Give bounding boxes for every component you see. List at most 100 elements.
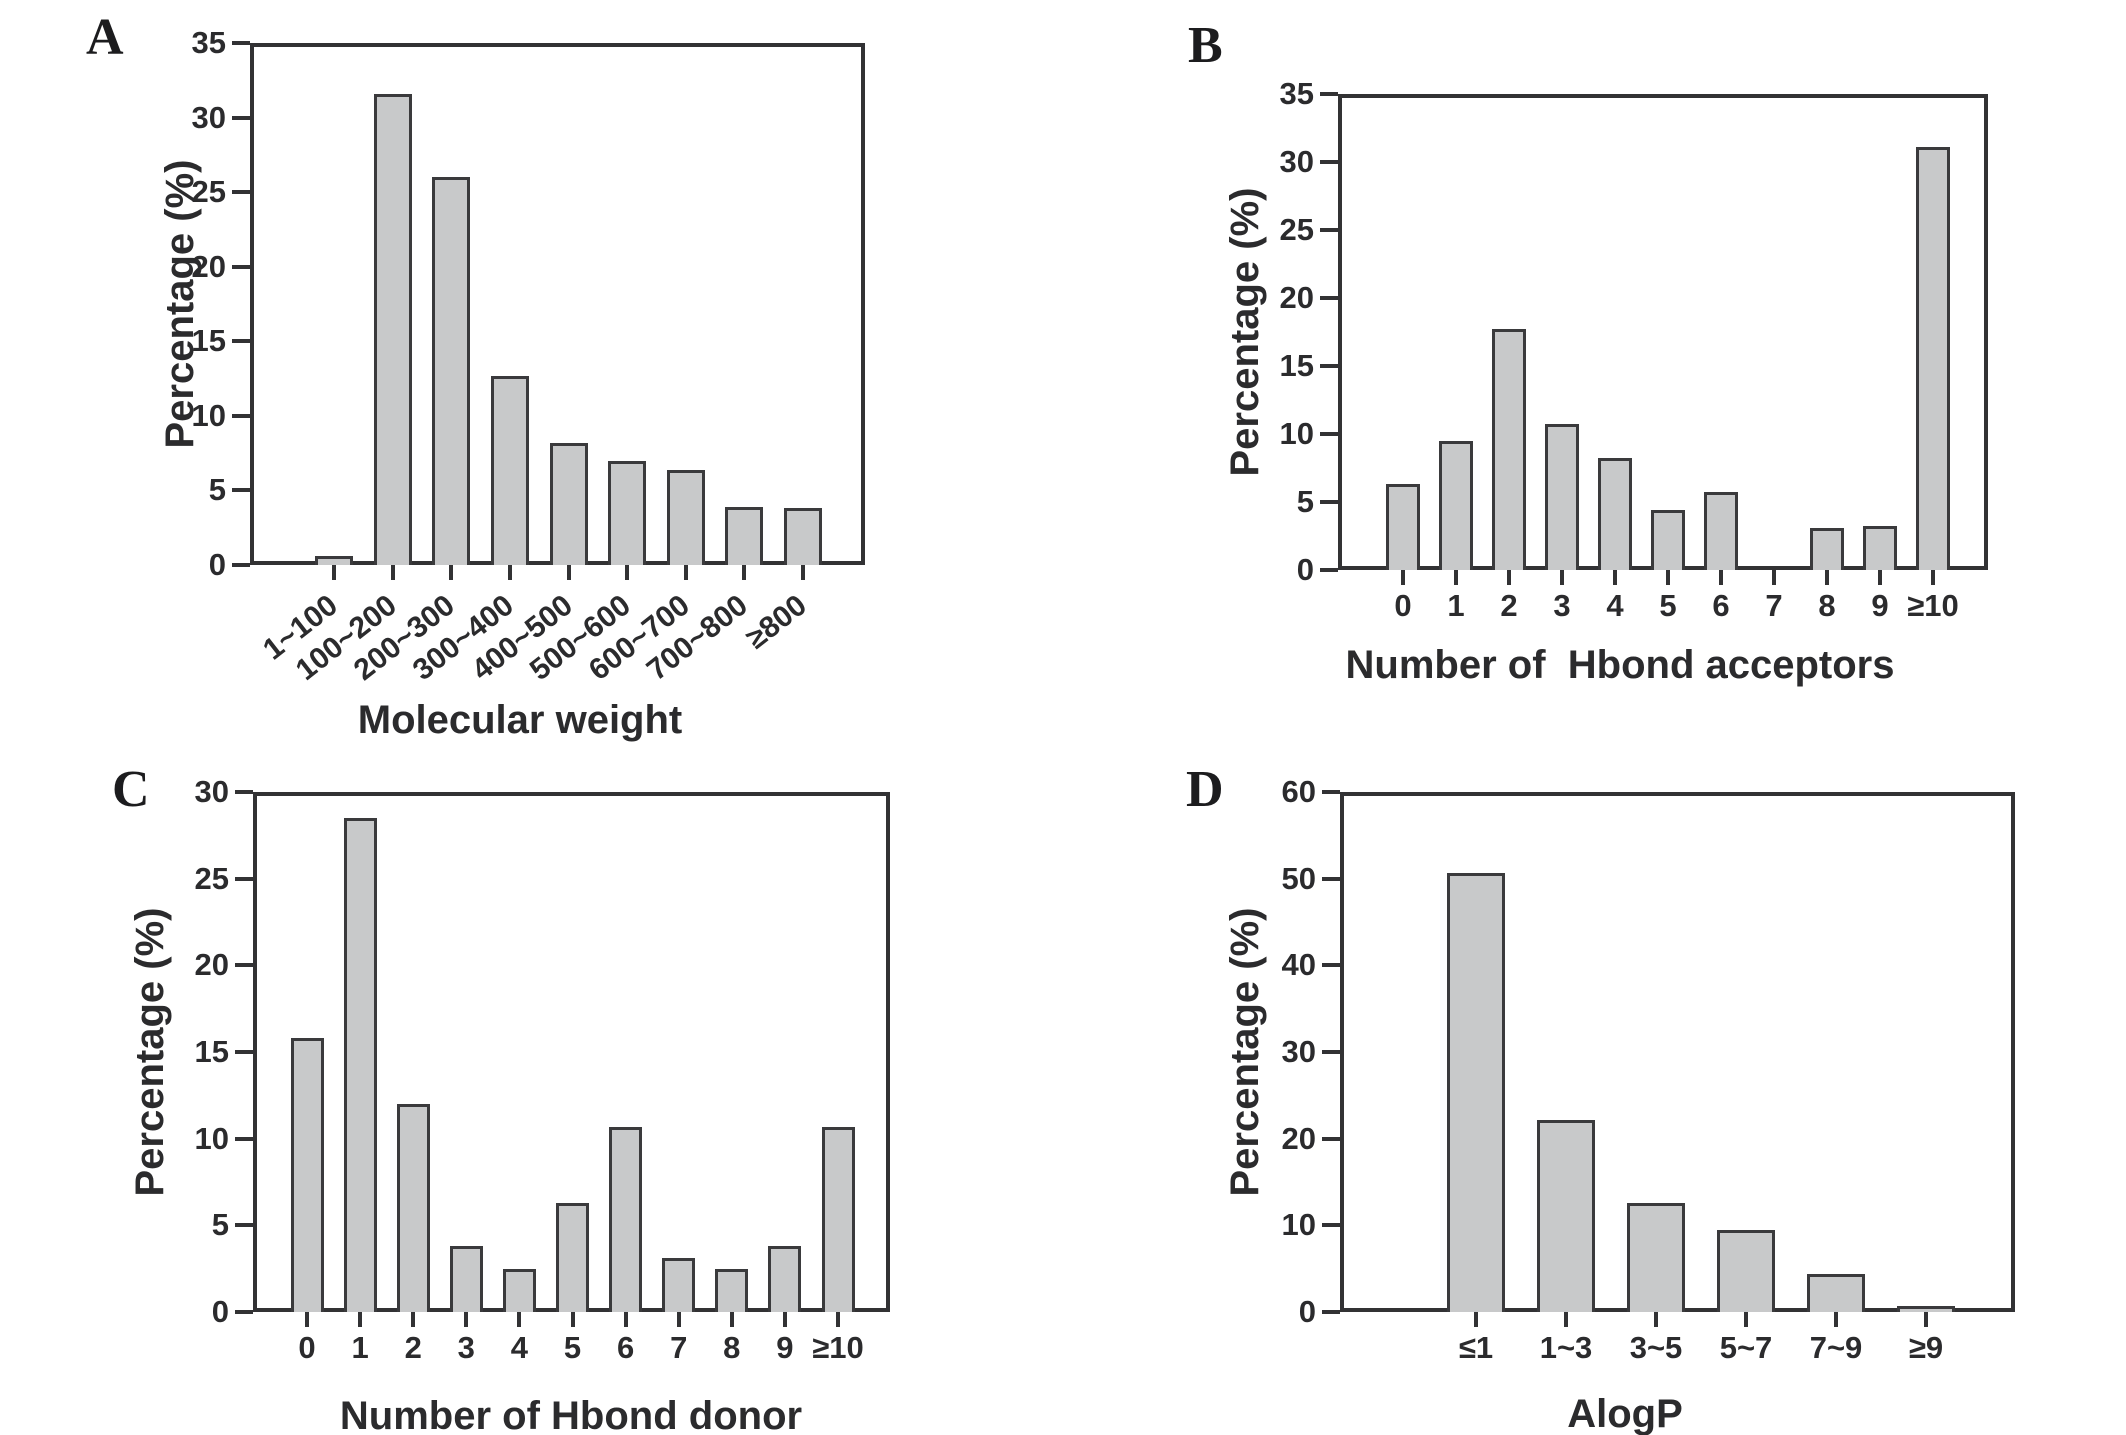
x-axis-tick-label: 3~5 xyxy=(1629,1330,1683,1365)
y-axis-tick-label: 25 xyxy=(1279,212,1314,247)
bar-3 xyxy=(449,1246,483,1312)
bar-5 xyxy=(1651,510,1685,570)
bar-8 xyxy=(1810,527,1844,570)
bar-600~700 xyxy=(666,469,705,565)
x-axis-tick-label: 1~3 xyxy=(1539,1330,1593,1365)
y-axis-tick xyxy=(232,264,250,269)
x-axis-tick-label: 7 xyxy=(670,1330,688,1365)
bar-700~800 xyxy=(725,506,764,565)
panel-c-x-axis-label: Number of Hbond donor xyxy=(339,1394,803,1435)
x-axis-tick-label: 5 xyxy=(1659,588,1677,623)
x-axis-tick-label: ≥10 xyxy=(812,1330,864,1365)
panel-d-bar-chart: 0 10 20 30 40 50 60 ≤1 1~3 3~5 5~7 7~9 ≥9 xyxy=(1282,776,2015,1364)
y-axis-tick-label: 60 xyxy=(1281,774,1316,809)
y-axis-tick xyxy=(1320,160,1338,164)
bar-4 xyxy=(502,1268,536,1312)
bar-2 xyxy=(396,1104,430,1312)
y-axis-tick-label: 25 xyxy=(191,174,226,210)
x-axis-tick-label: 8 xyxy=(723,1330,741,1365)
y-axis-tick xyxy=(1320,500,1338,504)
bar-6 xyxy=(609,1126,643,1312)
y-axis-tick-label: 30 xyxy=(1281,1034,1316,1069)
bar-5~7 xyxy=(1717,1229,1775,1312)
y-axis-tick-label: 5 xyxy=(1296,484,1314,519)
y-axis-tick-label: 10 xyxy=(194,1120,229,1156)
panel-d-x-axis-label: AlogP xyxy=(1567,1392,1683,1435)
y-axis-tick xyxy=(232,488,250,493)
bar-≥10 xyxy=(821,1126,855,1312)
x-axis-tick-label: 8 xyxy=(1818,588,1836,623)
x-axis-tick-label: 6 xyxy=(616,1330,635,1365)
bar-300~400 xyxy=(490,375,529,565)
bar-0 xyxy=(1386,484,1420,570)
x-axis-tick-label: 0 xyxy=(298,1330,316,1365)
y-axis-tick xyxy=(235,963,253,968)
panel-a-letter: A xyxy=(86,9,124,66)
x-axis-tick-label: 0 xyxy=(1394,588,1412,623)
y-axis-tick xyxy=(1322,1223,1340,1228)
x-axis-tick-label: 3 xyxy=(1553,588,1571,623)
x-axis-tick-label: 1 xyxy=(351,1330,369,1365)
bar-1~3 xyxy=(1537,1119,1595,1312)
y-axis-tick xyxy=(1322,790,1340,794)
x-axis-tick xyxy=(332,565,336,580)
x-axis-tick xyxy=(507,565,512,580)
bar-6 xyxy=(1704,492,1738,570)
panel-b-x-axis-label: Number of Hbond acceptors xyxy=(1345,643,1895,687)
y-axis-tick-label: 25 xyxy=(194,860,229,896)
x-axis-tick xyxy=(570,1312,575,1327)
y-axis-tick xyxy=(235,1050,253,1054)
bar-7~9 xyxy=(1807,1273,1865,1312)
x-axis-tick xyxy=(517,1312,522,1327)
y-axis-tick xyxy=(232,115,250,120)
x-axis-tick xyxy=(782,1312,787,1327)
bar-2 xyxy=(1492,329,1526,570)
y-axis-tick-label: 0 xyxy=(1296,552,1314,587)
bar-1 xyxy=(343,818,377,1312)
y-axis-tick-label: 15 xyxy=(191,323,226,359)
y-axis-tick-label: 0 xyxy=(208,547,226,582)
panel-c-letter: C xyxy=(112,761,150,818)
y-axis-tick-label: 30 xyxy=(191,99,226,135)
bar-9 xyxy=(768,1246,802,1312)
panel-b-letter: B xyxy=(1188,17,1223,74)
panel-a-bar-chart: 0 5 10 15 20 25 30 35 1~100 100~200 200~300 300~400… xyxy=(192,27,865,687)
bar-9 xyxy=(1863,526,1897,570)
x-axis-tick xyxy=(1474,1312,1478,1327)
plot-box xyxy=(1338,94,1988,570)
y-axis-tick-label: 35 xyxy=(1279,76,1314,111)
y-axis-tick xyxy=(232,563,250,567)
x-axis-tick-label: ≤1 xyxy=(1458,1330,1494,1365)
y-axis-tick-label: 0 xyxy=(211,1294,229,1329)
panel-c-bar-chart: 0 5 10 15 20 25 30 0 1 2 3 4 5 6 7 8 9 ≥10 xyxy=(195,776,890,1364)
y-axis-tick xyxy=(232,413,250,418)
x-axis-tick xyxy=(1666,570,1670,585)
x-axis-tick xyxy=(390,565,395,580)
x-axis-tick xyxy=(1654,1312,1658,1327)
bar-1 xyxy=(1439,440,1473,570)
y-axis-tick xyxy=(232,190,250,195)
bar-5 xyxy=(556,1202,589,1312)
y-axis-tick xyxy=(1322,963,1340,968)
x-axis-tick xyxy=(1924,1312,1928,1327)
x-axis-tick xyxy=(1772,570,1776,585)
x-axis-tick-label: ≥9 xyxy=(1908,1330,1944,1365)
x-axis-tick xyxy=(1744,1312,1748,1327)
y-axis-tick xyxy=(1320,228,1338,232)
x-axis-tick-label: 9 xyxy=(776,1330,794,1365)
y-axis-tick-label: 20 xyxy=(1279,280,1314,315)
x-axis-tick-label: 1 xyxy=(1447,588,1465,623)
x-axis-tick xyxy=(1834,1312,1838,1327)
y-axis-tick xyxy=(1322,1136,1340,1141)
bar-100~200 xyxy=(373,93,412,565)
x-axis-tick-label: 4 xyxy=(1606,588,1624,623)
x-axis-tick-label: ≥10 xyxy=(1907,588,1959,623)
x-axis-tick xyxy=(1931,570,1935,585)
bar-≥800 xyxy=(784,508,822,565)
y-axis-tick-label: 5 xyxy=(208,472,226,508)
bar-0 xyxy=(290,1038,324,1312)
panel-a-x-axis-label: Molecular weight xyxy=(357,698,683,742)
x-axis-tick xyxy=(742,565,747,580)
x-axis-tick-label: 5 xyxy=(563,1330,582,1365)
